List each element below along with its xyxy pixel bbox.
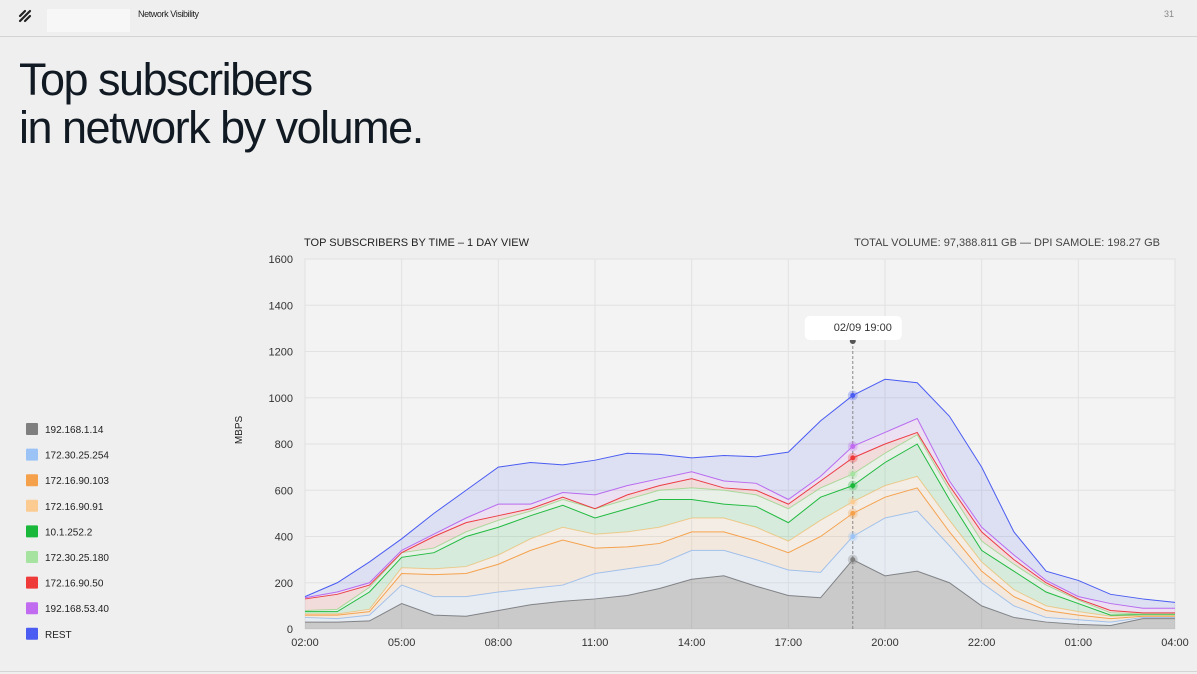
x-tick-label: 02:00 [291,637,319,649]
hover-point [850,534,856,539]
legend-swatch [26,499,38,512]
legend-swatch [26,423,38,435]
y-tick-label: 1200 [269,347,293,359]
logo [18,9,32,23]
x-tick-label: 05:00 [388,637,416,649]
legend-label: REST [45,630,72,641]
x-tick-label: 14:00 [678,637,706,649]
line [304,417,1175,609]
headline: Top subscribers [19,54,312,105]
area [305,487,1175,623]
y-tick-label: 600 [275,485,293,497]
legend-label: 192.168.1.14 [45,425,104,436]
y-tick-label: 0 [287,624,293,636]
page-number: 31 [1164,9,1174,19]
hover-point [850,471,856,477]
section-label: Network Visibility [138,9,200,19]
search-box [47,9,130,32]
hover-point [850,499,856,505]
area [305,511,1175,626]
x-tick-label: 22:00 [968,637,996,649]
area [305,379,1175,609]
y-tick-label: 800 [275,439,293,451]
x-tick-label: 17:00 [775,637,803,649]
legend-label: 192.168.53.40 [45,604,109,615]
hover-point [850,483,856,489]
chart-subtitle: TOTAL VOLUME: 97,388.811 GB — DPI SAMOLE… [854,237,1160,249]
legend-swatch [26,551,38,563]
chart-title: TOP SUBSCRIBERS BY TIME – 1 DAY VIEW [304,237,530,249]
headline: in network by volume. [19,102,423,153]
hover-point [850,557,856,563]
line [305,475,1175,617]
legend-swatch [26,448,38,461]
line [305,443,1175,616]
x-tick-label: 20:00 [871,637,899,649]
legend-swatch [26,576,38,589]
area [305,559,1175,629]
line [304,378,1176,603]
y-tick-label: 400 [275,532,293,544]
y-tick-label: 1400 [269,300,293,312]
legend-label: 172.16.90.91 [45,502,104,513]
hover-point [850,392,856,398]
line [304,510,1175,623]
tooltip-box [804,316,902,340]
tooltip-label: 02/09 19:00 [834,322,892,334]
legend-swatch [26,627,38,640]
legend-swatch [26,525,38,538]
hover-point [850,455,856,461]
x-tick-label: 01:00 [1065,637,1093,649]
y-tick-label: 1600 [269,254,293,266]
legend-swatch [26,474,38,487]
y-tick-label: 200 [275,578,293,590]
line [304,434,1175,615]
x-tick-label: 11:00 [582,637,609,649]
legend-label: 10.1.252.2 [45,527,93,538]
legend-label: 172.16.90.103 [45,476,109,487]
legend-label: 172.16.90.50 [45,579,104,590]
y-axis-label: MBPS [234,416,245,445]
line [304,431,1175,614]
legend-swatch [26,602,38,615]
line [305,487,1175,620]
x-tick-label: 08:00 [485,637,513,649]
area [305,418,1175,613]
y-tick-label: 1000 [269,393,293,405]
line [305,559,1175,627]
legend-label: 172.30.25.180 [45,553,109,564]
x-tick-label: 04:00 [1161,637,1189,649]
hover-point [850,510,856,516]
area [305,432,1175,614]
hover-point [850,443,856,449]
legend-label: 172.30.25.254 [45,451,109,462]
